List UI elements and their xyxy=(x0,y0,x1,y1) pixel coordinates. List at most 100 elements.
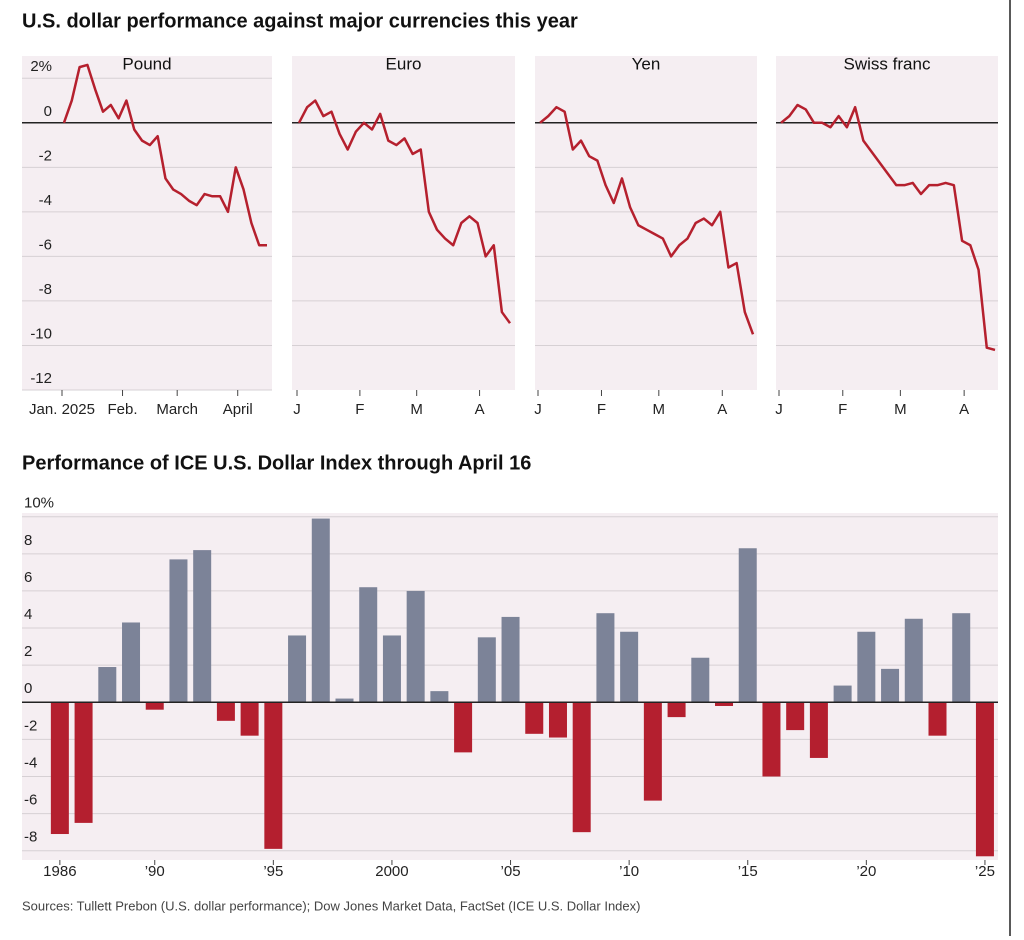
bar xyxy=(975,702,994,857)
bar xyxy=(667,702,686,718)
y-tick-label: 8 xyxy=(24,532,32,549)
bar xyxy=(857,631,876,703)
plot-background xyxy=(292,56,515,390)
bar xyxy=(216,702,235,721)
x-tick-label: ’25 xyxy=(975,863,995,880)
bar xyxy=(406,590,425,703)
x-tick-label: F xyxy=(597,401,606,418)
bar xyxy=(145,702,164,710)
line xyxy=(297,99,512,324)
bar xyxy=(762,702,781,777)
x-tick-label: A xyxy=(717,401,727,418)
bar xyxy=(382,635,401,703)
bar xyxy=(620,631,639,703)
bar xyxy=(74,702,93,823)
y-tick-label: -8 xyxy=(24,829,37,846)
bar xyxy=(525,702,544,734)
y-tick-label: 2 xyxy=(24,643,32,660)
x-tick-label: F xyxy=(355,401,364,418)
y-tick-label: -10 xyxy=(30,325,52,342)
bar xyxy=(904,618,923,703)
bar xyxy=(98,667,117,703)
bar xyxy=(881,668,900,703)
x-tick-label: ’05 xyxy=(501,863,521,880)
y-tick-label: -6 xyxy=(24,792,37,809)
x-tick-label: A xyxy=(959,401,969,418)
bar xyxy=(786,702,805,731)
chart-title: U.S. dollar performance against major cu… xyxy=(22,10,578,32)
line xyxy=(780,103,996,352)
line xyxy=(539,105,755,335)
y-tick-label: 6 xyxy=(24,569,32,586)
y-tick-label: -6 xyxy=(39,236,52,253)
bar xyxy=(643,702,662,801)
bar xyxy=(738,548,757,703)
y-tick-label: 2% xyxy=(30,58,52,75)
bar xyxy=(359,587,378,703)
y-tick-label: -2 xyxy=(24,717,37,734)
x-tick-label: A xyxy=(475,401,485,418)
bar xyxy=(548,702,567,738)
y-tick-label: 4 xyxy=(24,606,32,623)
x-tick-label: ’95 xyxy=(263,863,283,880)
x-tick-label: ’90 xyxy=(145,863,165,880)
source: Sources: Tullett Prebon (U.S. dollar per… xyxy=(22,898,640,913)
panel-title: Yen xyxy=(632,54,661,73)
y-tick-label: 10% xyxy=(24,495,54,512)
bar xyxy=(809,702,828,758)
x-tick-label: ’15 xyxy=(738,863,758,880)
x-tick-label: M xyxy=(894,401,907,418)
panel-title: Swiss franc xyxy=(844,54,931,73)
plot-background xyxy=(22,56,272,390)
x-tick-label: J xyxy=(293,401,301,418)
plot-background xyxy=(535,56,757,390)
bar xyxy=(169,559,188,703)
x-tick-label: Jan. 2025 xyxy=(29,401,95,418)
line xyxy=(62,63,267,247)
bar xyxy=(193,550,212,703)
x-tick-label: M xyxy=(653,401,666,418)
bar xyxy=(430,691,449,703)
bar xyxy=(50,702,69,835)
y-tick-label: 0 xyxy=(24,680,32,697)
chart-title: Performance of ICE U.S. Dollar Index thr… xyxy=(22,452,531,474)
x-tick-label: April xyxy=(223,401,253,418)
x-tick-label: F xyxy=(838,401,847,418)
panel-title: Pound xyxy=(122,54,171,73)
x-tick-label: J xyxy=(534,401,542,418)
y-tick-label: 0 xyxy=(44,103,52,120)
bar xyxy=(501,616,520,703)
x-tick-label: Feb. xyxy=(108,401,138,418)
bar xyxy=(311,518,330,703)
y-tick-label: -8 xyxy=(39,281,52,298)
bar xyxy=(477,637,496,703)
x-tick-label: J xyxy=(775,401,783,418)
bar xyxy=(264,702,283,849)
bar xyxy=(454,702,473,753)
plot-background xyxy=(776,56,998,390)
y-tick-label: -12 xyxy=(30,370,52,387)
x-tick-label: 2000 xyxy=(375,863,408,880)
bar xyxy=(335,698,354,703)
x-tick-label: March xyxy=(156,401,198,418)
y-tick-label: -4 xyxy=(24,754,37,771)
y-tick-label: -4 xyxy=(39,192,52,209)
bar xyxy=(288,635,307,703)
bar xyxy=(928,702,947,736)
x-tick-label: 1986 xyxy=(43,863,76,880)
bar xyxy=(715,702,734,706)
bar xyxy=(691,657,710,703)
bar xyxy=(596,613,615,703)
bar xyxy=(240,702,259,736)
bar xyxy=(122,622,141,703)
panel-title: Euro xyxy=(386,54,422,73)
x-tick-label: M xyxy=(410,401,423,418)
x-tick-label: ’20 xyxy=(856,863,876,880)
bar xyxy=(572,702,591,833)
bar xyxy=(833,685,852,703)
bar xyxy=(952,613,971,703)
x-tick-label: ’10 xyxy=(619,863,639,880)
y-tick-label: -2 xyxy=(39,147,52,164)
